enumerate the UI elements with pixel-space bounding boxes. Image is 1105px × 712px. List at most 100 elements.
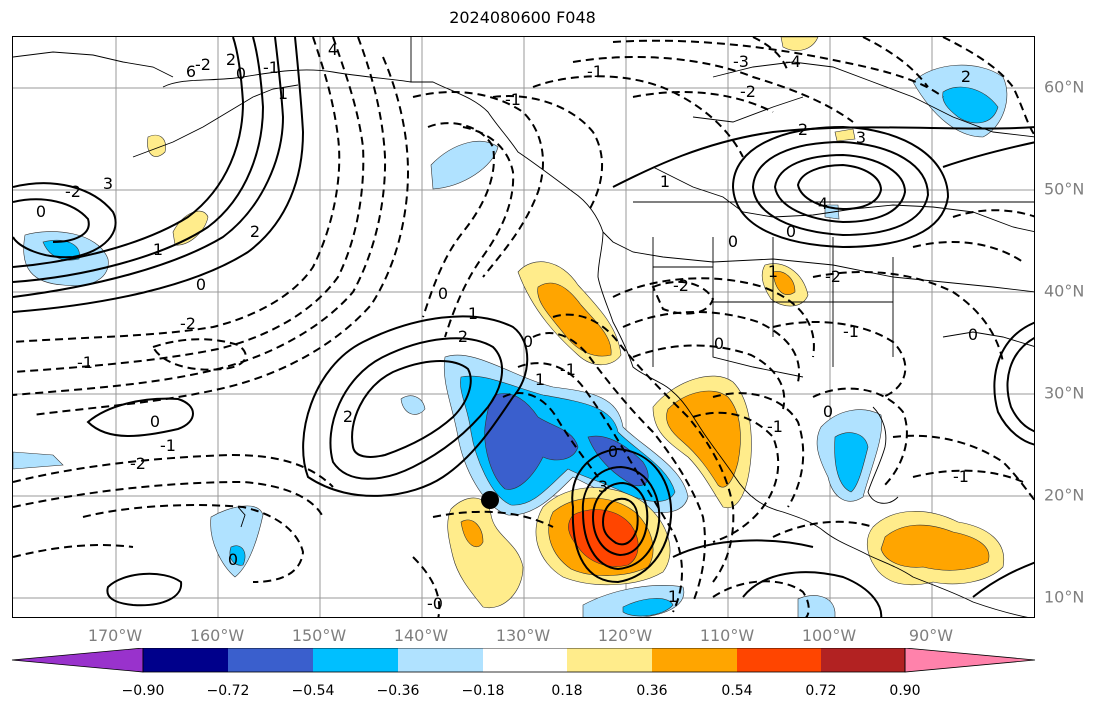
contour-label: -2 <box>740 82 756 101</box>
colorbar-tick-label: 0.36 <box>636 683 668 699</box>
contour-label: 0 <box>714 334 724 353</box>
shaded-fields <box>13 37 1008 617</box>
contour-label: -2 <box>130 454 146 473</box>
coastline <box>652 166 1034 233</box>
colorbar <box>11 648 1036 673</box>
contour-label: 2 <box>458 327 468 346</box>
contour-line <box>1006 337 1034 433</box>
contour-line <box>517 362 683 613</box>
contour-line <box>796 163 883 211</box>
negative-area <box>430 140 499 190</box>
longitude-label: 130°W <box>495 626 551 645</box>
colorbar-tick-label: −0.90 <box>121 683 165 699</box>
contour-label: 1 <box>153 240 163 259</box>
colorbar-tick-label: 0.90 <box>889 683 921 699</box>
contour-line <box>601 497 639 546</box>
coastline <box>162 69 412 88</box>
colorbar-tick-label: −0.54 <box>291 683 335 699</box>
negative-area <box>229 545 246 566</box>
contour-labels: -2 -1 0 1 2 3 4 6 -4 -3 2 -2 0 1 -1 -2 0… <box>36 40 978 613</box>
contour-line <box>329 337 504 480</box>
colorbar-segment <box>567 648 652 672</box>
longitude-label: 140°W <box>393 626 449 645</box>
contour-line <box>13 480 324 518</box>
contour-line <box>712 392 805 508</box>
contour-line <box>502 392 599 478</box>
colorbar-extend-low <box>11 648 144 673</box>
negative-area <box>622 598 674 617</box>
latitude-label: 20°N <box>1044 485 1085 505</box>
contour-label: -2 <box>65 182 81 201</box>
colorbar-tick-label: −0.72 <box>206 683 250 699</box>
coastline <box>410 37 1028 617</box>
contour-label: 4 <box>818 194 828 213</box>
contour-label: 2 <box>226 50 236 69</box>
contour-label: -1 <box>767 417 783 436</box>
contour-line <box>351 360 472 458</box>
longitude-label: 160°W <box>189 626 245 645</box>
latitude-label: 10°N <box>1044 587 1085 607</box>
map-panel: -2 -1 0 1 2 3 4 6 -4 -3 2 -2 0 1 -1 -2 0… <box>12 36 1035 618</box>
longitude-label: 170°W <box>87 626 143 645</box>
contour-label: 0 <box>823 402 833 421</box>
contour-label: 1 <box>468 304 478 323</box>
negative-area <box>13 451 64 470</box>
contour-line <box>712 580 810 617</box>
contour-line <box>13 37 245 268</box>
contour-line <box>751 140 930 237</box>
contour-line <box>772 321 907 398</box>
contour-line <box>422 122 495 318</box>
contour-line <box>106 572 183 607</box>
contour-line <box>581 465 661 571</box>
contour-label: 0 <box>36 202 46 221</box>
contour-line <box>13 37 285 298</box>
contour-label: -2 <box>673 276 689 295</box>
colorbar-segment <box>483 648 567 672</box>
contour-line <box>151 338 247 371</box>
contour-line <box>632 344 786 410</box>
contour-line <box>591 481 649 557</box>
contour-label: -1 <box>77 353 93 372</box>
contour-label: 2 <box>250 222 260 241</box>
contour-line <box>13 37 265 283</box>
contour-line <box>13 544 134 558</box>
contour-line <box>572 56 854 123</box>
contour-label: -4 <box>785 52 801 71</box>
contour-line <box>412 556 441 617</box>
contour-line <box>13 182 117 259</box>
colorbar-tick-label: −0.18 <box>461 683 505 699</box>
contour-line <box>892 434 1034 502</box>
solid-contours <box>13 37 1034 617</box>
contour-line <box>13 37 365 373</box>
coastline <box>712 61 1034 138</box>
contour-line <box>492 95 604 213</box>
latitude-label: 40°N <box>1044 281 1085 301</box>
colorbar-tick-label: 0.72 <box>805 683 837 699</box>
contour-line <box>13 37 305 313</box>
contour-line <box>912 241 1024 263</box>
colorbar-tick-label: −0.36 <box>376 683 420 699</box>
contour-label: 0 <box>438 284 448 303</box>
contour-line <box>571 447 673 584</box>
state-border <box>712 237 804 378</box>
coastline <box>942 331 1034 347</box>
contour-label: 1 <box>278 84 288 103</box>
positive-area <box>537 282 612 357</box>
contour-label: 0 <box>608 442 618 461</box>
contour-label: 3 <box>103 174 113 193</box>
contour-line <box>812 387 908 488</box>
contour-line <box>432 510 554 528</box>
contour-line <box>532 332 706 603</box>
positive-area <box>147 134 166 157</box>
contour-label: 2 <box>961 67 971 86</box>
colorbar-segment <box>143 648 228 672</box>
contour-line <box>862 37 929 88</box>
contour-line <box>972 561 1034 598</box>
contour-label: -3 <box>733 52 749 71</box>
contour-line <box>952 209 1034 218</box>
contour-label: 3 <box>598 477 608 496</box>
contour-label: 0 <box>786 222 796 241</box>
latitude-label: 30°N <box>1044 383 1085 403</box>
contour-line <box>444 126 515 338</box>
contour-label: 1 <box>535 370 545 389</box>
